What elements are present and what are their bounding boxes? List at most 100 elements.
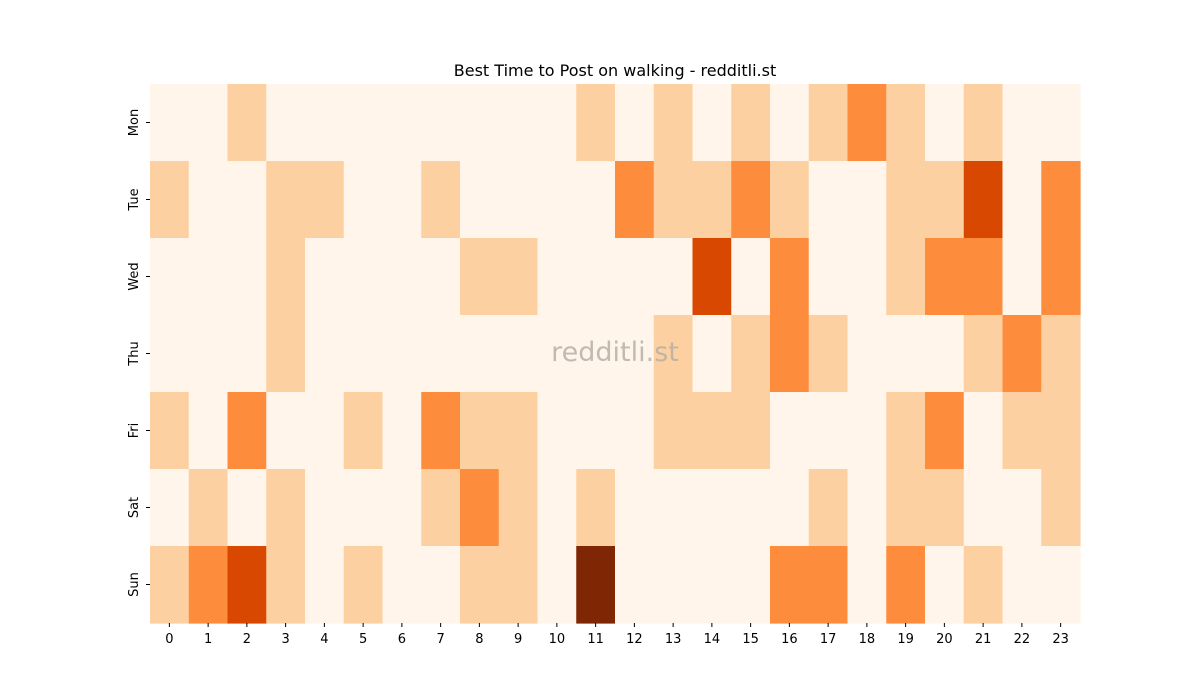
heatmap-cell-mon-9 [498, 84, 539, 162]
heatmap-cell-sat-0 [150, 469, 190, 547]
heatmap-cell-wed-15 [731, 238, 771, 316]
heatmap-cell-sun-3 [266, 546, 306, 624]
heatmap-cell-sun-11 [576, 546, 616, 624]
x-tick-label: 3 [281, 632, 289, 647]
x-tick-label: 23 [1052, 632, 1069, 647]
heatmap-cell-mon-15 [731, 84, 771, 162]
heatmap-cell-tue-10 [537, 161, 577, 239]
heatmap-cell-wed-8 [460, 238, 500, 316]
x-tick-label: 20 [936, 632, 953, 647]
heatmap-cell-sun-14 [692, 546, 732, 624]
heatmap-cell-wed-14 [692, 238, 732, 316]
heatmap-cell-mon-14 [692, 84, 732, 162]
x-tick-label: 2 [243, 632, 251, 647]
heatmap-cell-thu-6 [382, 315, 422, 393]
heatmap-cell-sat-17 [808, 469, 849, 547]
heatmap-cell-mon-19 [886, 84, 926, 162]
heatmap-cell-sun-15 [731, 546, 771, 624]
heatmap-cell-wed-17 [808, 238, 849, 316]
heatmap-cell-thu-14 [692, 315, 732, 393]
x-tick-label: 0 [165, 632, 173, 647]
heatmap-cell-mon-18 [847, 84, 887, 162]
heatmap-cell-mon-17 [808, 84, 849, 162]
heatmap-cell-mon-16 [770, 84, 810, 162]
x-tick-label: 8 [475, 632, 483, 647]
heatmap-cell-sat-5 [343, 469, 384, 547]
heatmap-cell-thu-15 [731, 315, 771, 393]
heatmap-cell-tue-1 [188, 161, 229, 239]
heatmap-cell-wed-10 [537, 238, 577, 316]
heatmap-cell-sat-15 [731, 469, 771, 547]
y-tick-label: Sun [127, 572, 142, 597]
heatmap-cell-sat-13 [653, 469, 694, 547]
heatmap-cell-wed-12 [615, 238, 655, 316]
heatmap-cell-sun-16 [770, 546, 810, 624]
heatmap-cell-tue-8 [460, 161, 500, 239]
heatmap-cell-wed-5 [343, 238, 384, 316]
heatmap-cell-sat-21 [963, 469, 1004, 547]
heatmap-cell-fri-5 [343, 392, 384, 470]
heatmap-cell-thu-12 [615, 315, 655, 393]
heatmap-cell-mon-5 [343, 84, 384, 162]
heatmap-cell-sun-6 [382, 546, 422, 624]
heatmap-cell-sat-4 [305, 469, 345, 547]
heatmap-cell-fri-4 [305, 392, 345, 470]
y-tick-label: Wed [127, 262, 142, 290]
heatmap-cell-thu-10 [537, 315, 577, 393]
heatmap-cell-mon-13 [653, 84, 694, 162]
x-tick-label: 22 [1014, 632, 1031, 647]
heatmap-cell-thu-8 [460, 315, 500, 393]
x-tick-label: 1 [204, 632, 212, 647]
heatmap-cell-fri-7 [421, 392, 461, 470]
x-tick-label: 18 [859, 632, 876, 647]
heatmap-cell-fri-11 [576, 392, 616, 470]
heatmap-cell-wed-20 [925, 238, 965, 316]
heatmap-cell-sun-17 [808, 546, 849, 624]
x-tick-label: 7 [436, 632, 444, 647]
heatmap-cell-fri-1 [188, 392, 229, 470]
heatmap-cell-fri-18 [847, 392, 887, 470]
heatmap-cell-sun-18 [847, 546, 887, 624]
y-tick-label: Fri [127, 423, 142, 439]
heatmap-cell-wed-1 [188, 238, 229, 316]
x-tick-label: 9 [514, 632, 522, 647]
heatmap-cell-sun-4 [305, 546, 345, 624]
heatmap-cell-thu-16 [770, 315, 810, 393]
x-tick-label: 10 [549, 632, 566, 647]
heatmap-cell-wed-22 [1002, 238, 1042, 316]
heatmap-cell-fri-8 [460, 392, 500, 470]
heatmap-cell-sat-23 [1041, 469, 1081, 547]
heatmap-cell-mon-7 [421, 84, 461, 162]
x-tick-label: 5 [359, 632, 367, 647]
heatmap-cell-mon-22 [1002, 84, 1042, 162]
heatmap-cell-tue-9 [498, 161, 539, 239]
heatmap-cell-tue-21 [963, 161, 1004, 239]
heatmap-cell-sat-3 [266, 469, 306, 547]
x-tick-label: 4 [320, 632, 328, 647]
heatmap-cell-sun-7 [421, 546, 461, 624]
heatmap-cell-wed-7 [421, 238, 461, 316]
heatmap-cell-mon-6 [382, 84, 422, 162]
x-tick-label: 14 [704, 632, 721, 647]
heatmap-cell-thu-23 [1041, 315, 1081, 393]
heatmap-cell-wed-2 [227, 238, 267, 316]
heatmap-cell-mon-3 [266, 84, 306, 162]
x-tick-label: 19 [897, 632, 914, 647]
x-tick-label: 16 [781, 632, 798, 647]
chart-title: Best Time to Post on walking - redditli.… [454, 61, 776, 80]
heatmap-cell-wed-16 [770, 238, 810, 316]
y-tick-label: Mon [127, 109, 142, 136]
heatmap-cell-thu-13 [653, 315, 694, 393]
heatmap-cell-fri-17 [808, 392, 849, 470]
heatmap-cell-tue-12 [615, 161, 655, 239]
heatmap-cell-tue-23 [1041, 161, 1081, 239]
heatmap-cell-tue-20 [925, 161, 965, 239]
heatmap-cell-wed-19 [886, 238, 926, 316]
heatmap-cell-fri-14 [692, 392, 732, 470]
heatmap-cell-mon-8 [460, 84, 500, 162]
heatmap-cell-sun-8 [460, 546, 500, 624]
heatmap-cell-tue-11 [576, 161, 616, 239]
heatmap-cell-sun-5 [343, 546, 384, 624]
heatmap-cell-fri-10 [537, 392, 577, 470]
heatmap-cell-tue-17 [808, 161, 849, 239]
